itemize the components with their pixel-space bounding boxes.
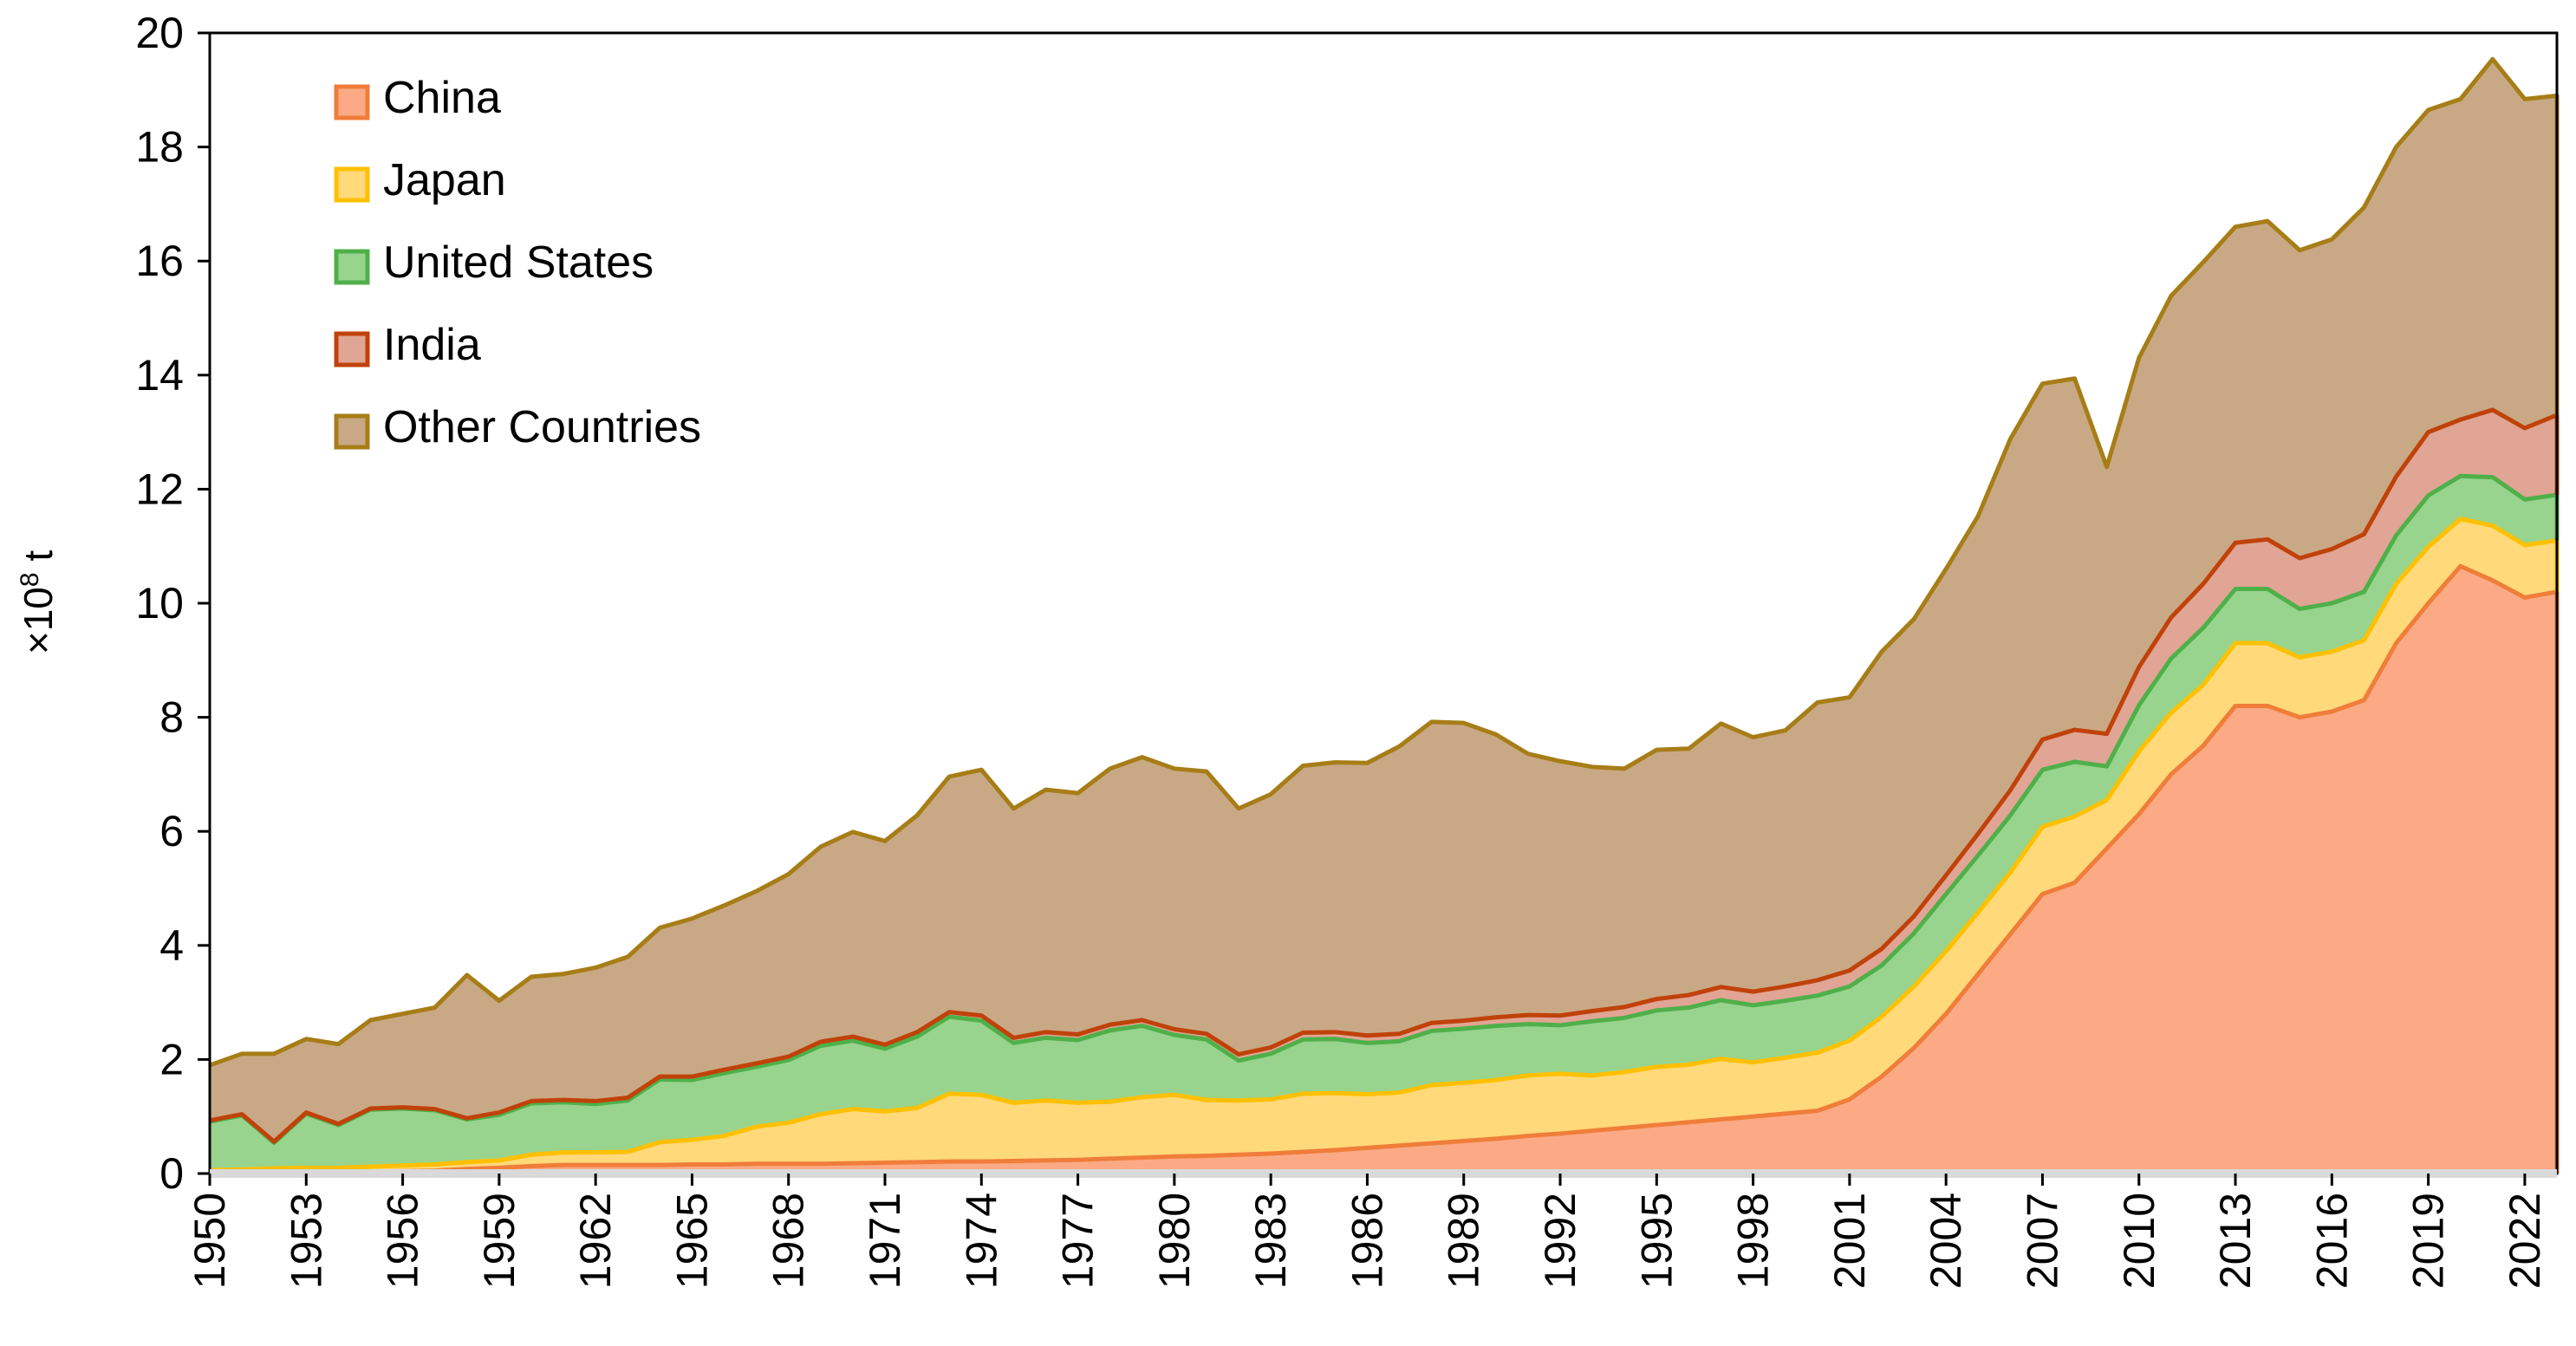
- x-tick-label: 1992: [1536, 1193, 1584, 1289]
- x-tick-label: 1995: [1632, 1193, 1681, 1289]
- y-tick-label: 2: [159, 1035, 184, 1083]
- legend-swatch-other-countries: [334, 413, 370, 450]
- x-tick-label: 2010: [2115, 1193, 2163, 1289]
- legend-label-other-countries: Other Countries: [383, 402, 701, 452]
- x-tick-label: 1953: [282, 1193, 330, 1289]
- line-japan: [209, 517, 2560, 1173]
- x-tick-label: 2007: [2018, 1193, 2066, 1289]
- line-other-countries: [209, 56, 2560, 1068]
- x-tick-label: 1956: [379, 1193, 427, 1289]
- x-tick-label: 1986: [1343, 1193, 1391, 1289]
- axes-layer: 0 2 4 6 8 10 12 14 16 18 20 1950 1953 1956 1959 1962 196…: [135, 9, 2559, 1289]
- legend-swatch-united-states: [334, 249, 370, 285]
- legend-label-india: India: [383, 320, 481, 370]
- y-tick-label: 12: [135, 465, 184, 513]
- area-china: [210, 566, 2557, 1174]
- y-axis-label: ×108 t: [16, 550, 62, 654]
- y-tick-label: 4: [159, 921, 184, 970]
- x-tick-label: 2013: [2211, 1193, 2260, 1289]
- legend-label-china: China: [383, 73, 501, 123]
- x-tick-label: 1974: [957, 1193, 1005, 1289]
- legend-swatch-india: [334, 331, 370, 367]
- y-tick-label: 16: [135, 237, 184, 285]
- y-axis-label-base: ×10: [16, 587, 61, 654]
- x-tick-label: 1977: [1054, 1193, 1103, 1289]
- y-tick-label: 8: [159, 693, 184, 742]
- x-tick-label: 1968: [764, 1193, 813, 1289]
- x-tick-label: 1962: [571, 1193, 620, 1289]
- line-india: [209, 407, 2560, 1144]
- area-other-countries: [210, 59, 2557, 1142]
- x-tick-label: 1959: [475, 1193, 524, 1289]
- x-tick-label: 2022: [2501, 1193, 2549, 1289]
- y-tick-label: 0: [159, 1149, 184, 1198]
- y-tick-label: 14: [135, 351, 184, 400]
- x-tick-label: 2001: [1825, 1193, 1874, 1289]
- x-tick-label: 1989: [1440, 1193, 1488, 1289]
- x-tick-label: 1971: [861, 1193, 909, 1289]
- x-tick-label: 2016: [2307, 1193, 2356, 1289]
- y-tick-label: 10: [135, 579, 184, 627]
- x-tick-label: 1998: [1729, 1193, 1778, 1289]
- x-tick-label: 1980: [1150, 1193, 1199, 1289]
- y-tick-label: 20: [135, 9, 184, 57]
- area-japan: [210, 518, 2557, 1174]
- y-axis-label-unit: t: [16, 550, 61, 573]
- x-tick-label: 1950: [185, 1193, 234, 1289]
- legend-label-united-states: United States: [383, 237, 654, 288]
- legend-label-japan: Japan: [383, 155, 506, 205]
- legend: China Japan United States India Other Countr…: [334, 73, 701, 452]
- y-tick-label: 6: [159, 807, 184, 855]
- y-tick-label: 18: [135, 123, 184, 172]
- x-tick-label: 2019: [2404, 1193, 2453, 1289]
- x-tick-label: 1965: [667, 1193, 716, 1289]
- legend-swatch-china: [334, 84, 370, 120]
- y-axis-label-exponent: 8: [16, 572, 44, 587]
- x-tick-label: 2004: [1922, 1193, 1970, 1289]
- line-china: [210, 563, 2560, 1175]
- areas-layer: [209, 56, 2560, 1175]
- x-tick-label: 1983: [1246, 1193, 1295, 1289]
- legend-swatch-japan: [334, 166, 370, 203]
- line-united-states: [209, 473, 2560, 1145]
